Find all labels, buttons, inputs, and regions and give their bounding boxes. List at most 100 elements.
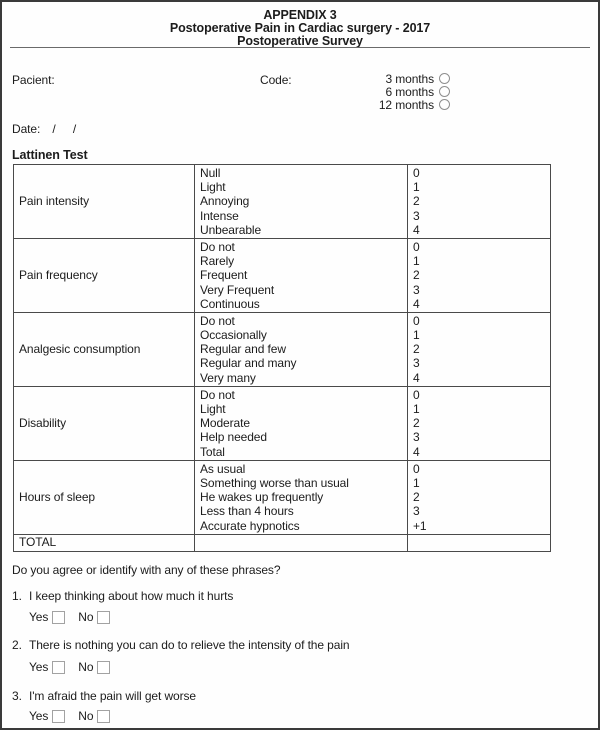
option-label: Do not bbox=[200, 313, 235, 328]
yes-label: Yes bbox=[29, 660, 49, 674]
table-row-pain-intensity: Pain intensity Null Light Annoying Inten… bbox=[13, 164, 551, 239]
date-label: Date: bbox=[12, 122, 41, 136]
question-2-answer-row: Yes No bbox=[29, 660, 111, 674]
option-label: Unbearable bbox=[200, 222, 262, 237]
table-row-analgesic-consumption: Analgesic consumption Do not Occasionall… bbox=[13, 311, 551, 387]
score-value: 0 bbox=[413, 166, 420, 180]
option-label: Light bbox=[200, 180, 226, 195]
score-value: 3 bbox=[413, 430, 420, 445]
score-value: +1 bbox=[413, 518, 427, 533]
option-label: Regular and few bbox=[200, 342, 286, 357]
score-value: 2 bbox=[413, 194, 420, 209]
question-3-no-checkbox[interactable] bbox=[97, 709, 111, 723]
question-3-yes-checkbox[interactable] bbox=[52, 709, 66, 723]
score-value: 4 bbox=[413, 370, 420, 385]
scores-cell: 0 1 2 3 4 bbox=[407, 164, 551, 239]
code-option-12-months: 12 months bbox=[348, 97, 450, 112]
code-option-label: 12 months bbox=[378, 97, 434, 112]
yes-label: Yes bbox=[29, 709, 49, 723]
option-label: Accurate hypnotics bbox=[200, 518, 300, 533]
option-label: Something worse than usual bbox=[200, 475, 349, 490]
option-label: Continuous bbox=[200, 296, 260, 311]
option-label: Moderate bbox=[200, 416, 250, 431]
total-empty-cell bbox=[194, 533, 408, 552]
score-value: 4 bbox=[413, 296, 420, 311]
options-cell: Do not Light Moderate Help needed Total bbox=[194, 385, 408, 461]
total-score-cell[interactable] bbox=[407, 533, 551, 552]
option-label: Frequent bbox=[200, 268, 248, 283]
option-label: Occasionally bbox=[200, 328, 267, 343]
score-value: 1 bbox=[413, 180, 420, 195]
score-value: 0 bbox=[413, 461, 420, 476]
radio-12-months[interactable] bbox=[439, 99, 450, 110]
question-number: 2. bbox=[12, 638, 22, 652]
question-3: 3. I'm afraid the pain will get worse bbox=[12, 689, 196, 703]
option-label: Very Frequent bbox=[200, 282, 275, 297]
question-text: I'm afraid the pain will get worse bbox=[29, 689, 196, 703]
question-number: 1. bbox=[12, 589, 22, 603]
score-value: 0 bbox=[413, 239, 420, 254]
category-cell: Pain frequency bbox=[13, 237, 195, 313]
options-cell: Do not Rarely Frequent Very Frequent Con… bbox=[194, 237, 408, 313]
code-option-6-months: 6 months bbox=[348, 84, 450, 99]
header-divider bbox=[10, 47, 590, 48]
question-2-no-checkbox[interactable] bbox=[97, 660, 111, 674]
option-label: Regular and many bbox=[200, 356, 297, 371]
score-value: 3 bbox=[413, 282, 420, 297]
score-value: 1 bbox=[413, 328, 420, 343]
option-label: Rarely bbox=[200, 254, 235, 269]
options-cell: As usual Something worse than usual He w… bbox=[194, 459, 408, 535]
question-1: 1. I keep thinking about how much it hurt… bbox=[12, 589, 233, 603]
appendix-title: APPENDIX 3 bbox=[263, 8, 337, 22]
options-cell: Null Light Annoying Intense Unbearable bbox=[194, 164, 408, 239]
question-1-no-checkbox[interactable] bbox=[97, 610, 111, 624]
scores-cell: 0 1 2 3 +1 bbox=[407, 459, 551, 535]
category-cell: Disability bbox=[13, 385, 195, 461]
score-value: 0 bbox=[413, 313, 420, 328]
category-cell: Pain intensity bbox=[13, 164, 195, 239]
score-value: 2 bbox=[413, 490, 420, 505]
code-option-label: 6 months bbox=[385, 84, 434, 99]
no-label: No bbox=[78, 709, 94, 723]
radio-6-months[interactable] bbox=[439, 86, 450, 97]
question-2-yes-checkbox[interactable] bbox=[52, 660, 66, 674]
option-label: Null bbox=[200, 166, 221, 180]
patient-label: Pacient: bbox=[12, 73, 55, 87]
yes-label: Yes bbox=[29, 610, 49, 624]
option-label: Light bbox=[200, 402, 226, 416]
question-number: 3. bbox=[12, 689, 22, 703]
score-value: 0 bbox=[413, 387, 420, 402]
question-text: I keep thinking about how much it hurts bbox=[29, 589, 234, 603]
score-value: 4 bbox=[413, 222, 420, 237]
study-title: Postoperative Pain in Cardiac surgery - … bbox=[169, 21, 431, 35]
category-cell: Analgesic consumption bbox=[13, 311, 195, 387]
option-label: Do not bbox=[200, 387, 235, 402]
option-label: As usual bbox=[200, 461, 246, 476]
no-label: No bbox=[78, 610, 94, 624]
option-label: Total bbox=[200, 444, 225, 459]
option-label: Very many bbox=[200, 370, 256, 385]
code-option-label: 3 months bbox=[385, 71, 434, 86]
score-value: 3 bbox=[413, 208, 420, 223]
table-row-pain-frequency: Pain frequency Do not Rarely Frequent Ve… bbox=[13, 237, 551, 313]
scores-cell: 0 1 2 3 4 bbox=[407, 385, 551, 461]
radio-3-months[interactable] bbox=[439, 73, 450, 84]
score-value: 2 bbox=[413, 416, 420, 431]
total-label-cell: TOTAL bbox=[13, 533, 195, 552]
date-slash: / bbox=[52, 122, 56, 136]
score-value: 1 bbox=[413, 475, 420, 490]
survey-title: Postoperative Survey bbox=[237, 34, 363, 48]
score-value: 2 bbox=[413, 268, 420, 283]
table-row-disability: Disability Do not Light Moderate Help ne… bbox=[13, 385, 551, 461]
question-1-answer-row: Yes No bbox=[29, 610, 111, 624]
table-row-total: TOTAL bbox=[13, 533, 551, 552]
score-value: 1 bbox=[413, 402, 420, 416]
question-2: 2. There is nothing you can do to relieve… bbox=[12, 638, 350, 652]
date-row: Date: / / bbox=[12, 122, 76, 136]
question-3-answer-row: Yes No bbox=[29, 709, 111, 723]
option-label: Annoying bbox=[200, 194, 250, 209]
question-1-yes-checkbox[interactable] bbox=[52, 610, 66, 624]
no-label: No bbox=[78, 660, 94, 674]
code-label: Code: bbox=[260, 73, 292, 87]
